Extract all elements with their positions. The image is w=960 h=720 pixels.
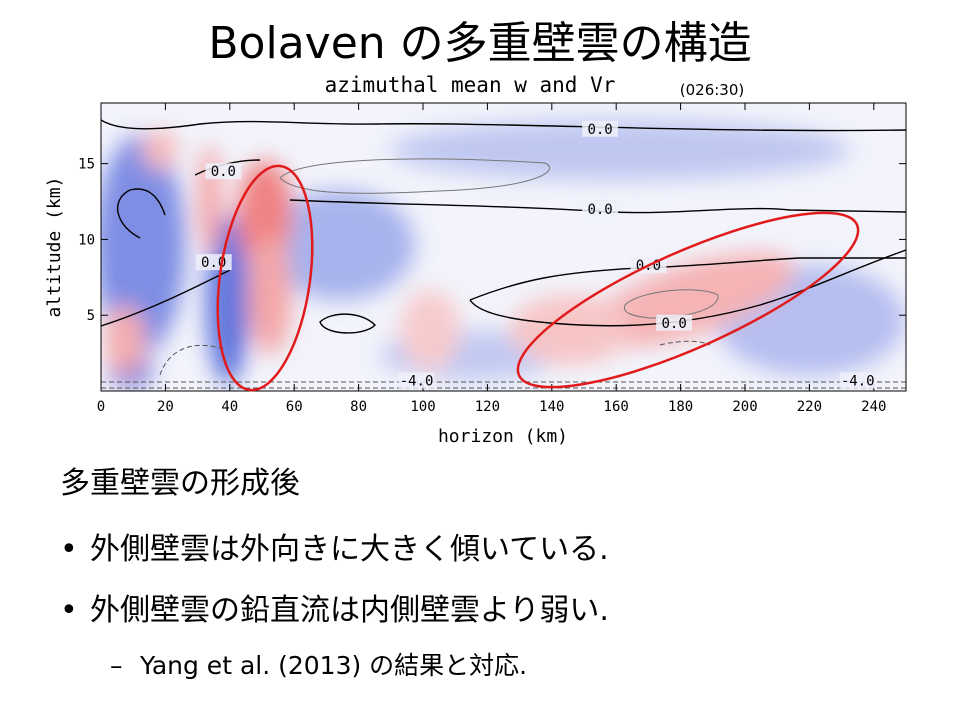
inner-eyewall-ellipse	[216, 164, 314, 392]
x-tick-label: 80	[350, 399, 367, 415]
x-axis-label: horizon (km)	[438, 426, 568, 447]
bullet-mark: •	[60, 532, 78, 567]
x-tick-label: 60	[286, 399, 303, 415]
contour-label-bg	[582, 120, 619, 137]
field-blob	[400, 290, 460, 370]
field-blob	[105, 305, 145, 375]
x-tick-label: 200	[732, 399, 757, 415]
axis-ticks: 0 20 40 60 80 100 120 140 160 180 200 220 240 5 10 15	[78, 103, 906, 415]
x-tick-label: 40	[221, 399, 238, 415]
bullet-mark: •	[60, 593, 78, 628]
contour-label: -4.0	[841, 373, 875, 389]
chart-time-label: (026:30)	[680, 81, 744, 99]
x-tick-label: 220	[797, 399, 822, 415]
contour-label-bg	[656, 314, 693, 331]
y-tick-label: 5	[87, 308, 95, 324]
x-tick-label: 0	[97, 399, 105, 415]
plot-frame	[100, 102, 907, 392]
contour-label: -4.0	[400, 373, 434, 389]
contour-line	[623, 289, 719, 319]
sub-bullet-item: – Yang et al. (2013) の結果と対応.	[110, 646, 527, 682]
field-blob	[390, 120, 850, 180]
field-blob	[584, 252, 796, 348]
x-tick-label: 120	[475, 399, 500, 415]
x-tick-label: 180	[668, 399, 693, 415]
slide-title: Bolaven の多重壁雲の構造	[208, 18, 752, 69]
contour-label: 0.0	[211, 164, 236, 180]
bullet-heading: 多重壁雲の形成後	[60, 466, 300, 501]
x-tick-label: 100	[410, 399, 435, 415]
y-tick-label: 15	[78, 157, 95, 173]
contour-line	[319, 313, 376, 334]
bullet-item: • 外側壁雲は外向きに大きく傾いている.	[60, 524, 609, 568]
field-blob	[248, 235, 292, 355]
contour-line	[101, 119, 906, 132]
x-tick-label: 20	[157, 399, 174, 415]
contour-label: 0.0	[587, 202, 612, 218]
bullet-text: Yang et al. (2013) の結果と対応.	[140, 651, 528, 680]
contour-line	[279, 158, 550, 194]
contour-label-bg	[582, 201, 619, 218]
x-tick-label: 140	[539, 399, 564, 415]
color-field	[101, 119, 906, 389]
bullet-text: 外側壁雲の鉛直流は内側壁雲より弱い.	[90, 593, 609, 628]
field-blob	[198, 145, 222, 255]
x-tick-label: 240	[861, 399, 886, 415]
contour-label: 0.0	[587, 122, 612, 138]
contour-line	[159, 344, 226, 376]
field-blob	[265, 190, 415, 300]
bullet-text: 外側壁雲は外向きに大きく傾いている.	[90, 532, 609, 567]
bullet-item: • 外側壁雲の鉛直流は内側壁雲より弱い.	[60, 585, 609, 629]
chart-title: azimuthal mean w and Vr	[325, 73, 616, 97]
contour-label-bg	[398, 372, 435, 389]
outer-eyewall-ellipse	[516, 211, 860, 389]
x-tick-label: 160	[604, 399, 629, 415]
chart: 0 20 40 60 80 100 120 140 160 180 200 220 240 5 10 15 0…	[44, 73, 907, 447]
contour-label-bg	[205, 163, 242, 180]
contour-label-bg	[839, 372, 876, 389]
contour-label: 0.0	[662, 316, 687, 332]
field-blob	[510, 295, 630, 365]
y-axis-label: altitude (km)	[44, 177, 65, 318]
field-blob	[101, 135, 185, 355]
field-blob	[142, 130, 178, 170]
y-tick-label: 10	[78, 232, 95, 248]
bullet-mark: –	[110, 651, 123, 680]
